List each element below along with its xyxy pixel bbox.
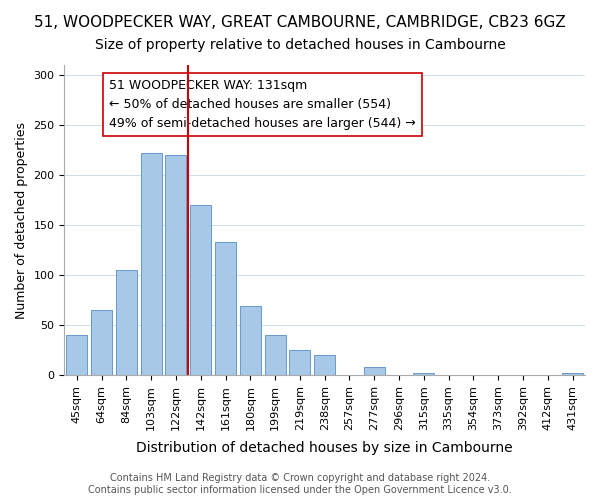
Bar [66,335,88,375]
Text: Size of property relative to detached houses in Cambourne: Size of property relative to detached ho… [95,38,505,52]
Bar [166,155,187,375]
Bar [91,310,112,375]
Bar [289,350,310,375]
Bar [265,335,286,375]
Text: 51 WOODPECKER WAY: 131sqm
← 50% of detached houses are smaller (554)
49% of semi: 51 WOODPECKER WAY: 131sqm ← 50% of detac… [109,79,416,130]
Bar [562,373,583,375]
Text: Contains HM Land Registry data © Crown copyright and database right 2024.
Contai: Contains HM Land Registry data © Crown c… [88,474,512,495]
Bar [413,373,434,375]
Bar [140,153,162,375]
Bar [116,270,137,375]
Bar [314,355,335,375]
Y-axis label: Number of detached properties: Number of detached properties [15,122,28,318]
X-axis label: Distribution of detached houses by size in Cambourne: Distribution of detached houses by size … [136,441,513,455]
Bar [215,242,236,375]
Bar [190,205,211,375]
Bar [364,367,385,375]
Bar [240,306,261,375]
Text: 51, WOODPECKER WAY, GREAT CAMBOURNE, CAMBRIDGE, CB23 6GZ: 51, WOODPECKER WAY, GREAT CAMBOURNE, CAM… [34,15,566,30]
